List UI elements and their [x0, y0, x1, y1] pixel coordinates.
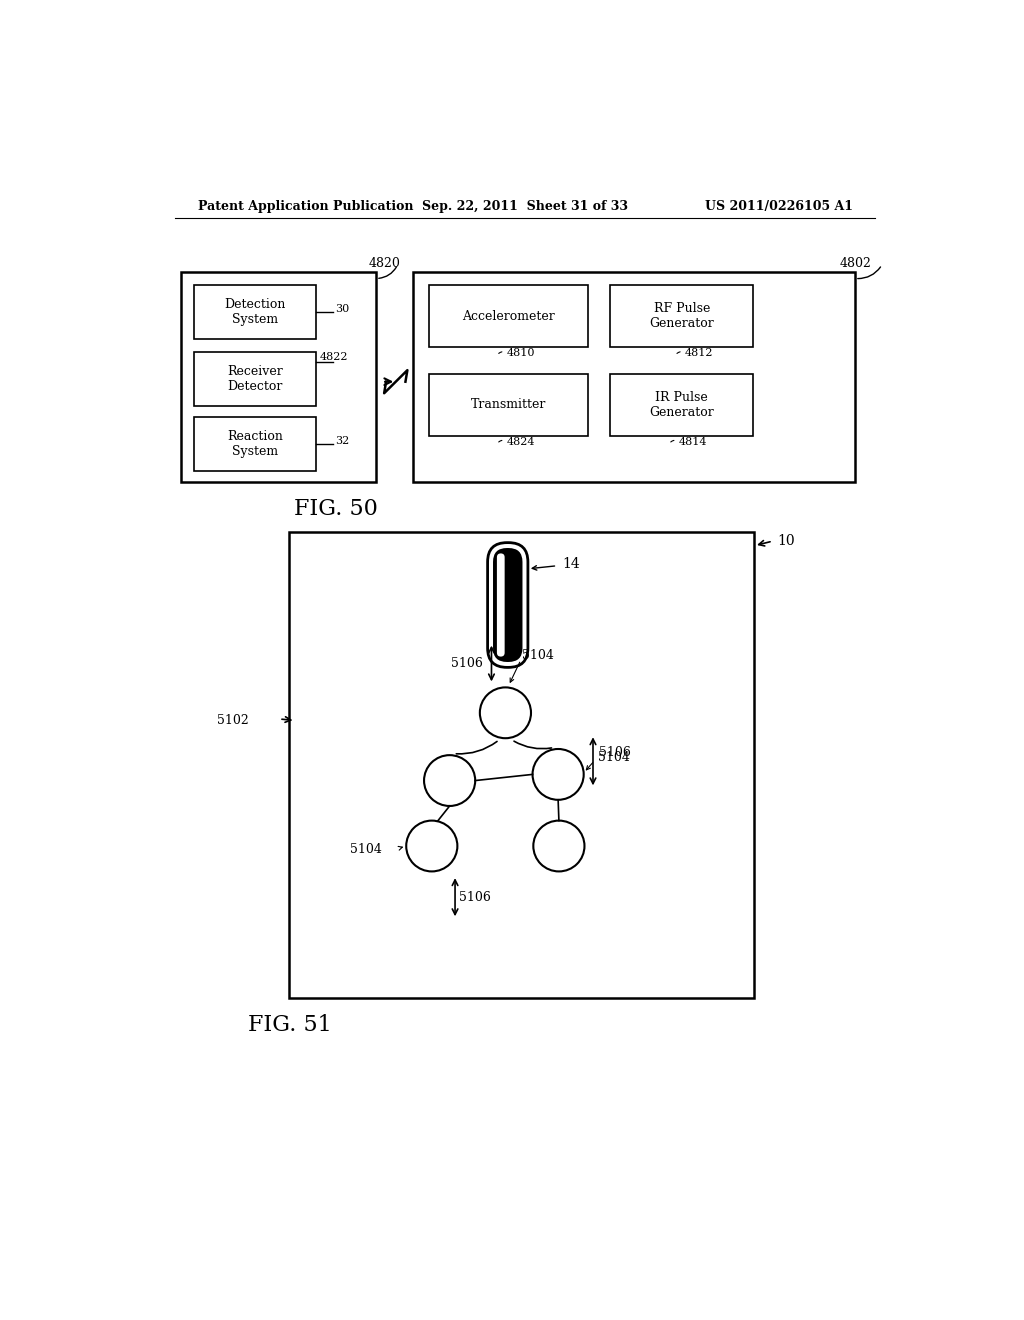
Bar [414, 272, 855, 482]
Text: 14: 14 [562, 557, 580, 572]
FancyBboxPatch shape [487, 543, 528, 668]
Text: RF Pulse
Generator: RF Pulse Generator [649, 302, 714, 330]
Text: FIG. 51: FIG. 51 [248, 1014, 332, 1036]
Bar [610, 374, 754, 436]
Text: Receiver
Detector: Receiver Detector [227, 366, 283, 393]
Bar [180, 272, 376, 482]
Text: Detection
System: Detection System [224, 298, 286, 326]
Bar [429, 374, 588, 436]
Text: 5106: 5106 [452, 657, 483, 671]
Text: Patent Application Publication: Patent Application Publication [198, 199, 414, 213]
Text: IR Pulse
Generator: IR Pulse Generator [649, 391, 714, 418]
Text: 5104: 5104 [522, 648, 554, 661]
Text: 32: 32 [335, 436, 349, 446]
Text: 5104: 5104 [598, 751, 630, 764]
Bar [610, 285, 754, 347]
Text: FIG. 50: FIG. 50 [294, 498, 378, 520]
Text: Accelerometer: Accelerometer [462, 310, 555, 323]
Text: 5102: 5102 [217, 714, 249, 727]
Text: Reaction
System: Reaction System [227, 430, 283, 458]
Text: 4820: 4820 [369, 256, 400, 269]
Text: 30: 30 [335, 305, 349, 314]
Text: Transmitter: Transmitter [470, 399, 546, 412]
Text: 4814: 4814 [678, 437, 707, 446]
Text: 5106: 5106 [459, 891, 490, 904]
Text: 4802: 4802 [840, 256, 871, 269]
Bar [194, 417, 316, 471]
Text: 5106: 5106 [599, 746, 631, 759]
Bar [429, 285, 588, 347]
Text: Sep. 22, 2011  Sheet 31 of 33: Sep. 22, 2011 Sheet 31 of 33 [422, 199, 628, 213]
Text: 5104: 5104 [350, 843, 382, 857]
Text: 4810: 4810 [506, 348, 535, 358]
Text: 4822: 4822 [319, 352, 348, 362]
Bar [289, 532, 755, 998]
Text: US 2011/0226105 A1: US 2011/0226105 A1 [705, 199, 853, 213]
Text: 4812: 4812 [684, 348, 713, 358]
Text: 10: 10 [777, 535, 795, 548]
Bar [194, 352, 316, 407]
Bar [194, 285, 316, 339]
FancyBboxPatch shape [497, 553, 505, 656]
FancyBboxPatch shape [493, 548, 522, 663]
Text: 4824: 4824 [506, 437, 535, 446]
